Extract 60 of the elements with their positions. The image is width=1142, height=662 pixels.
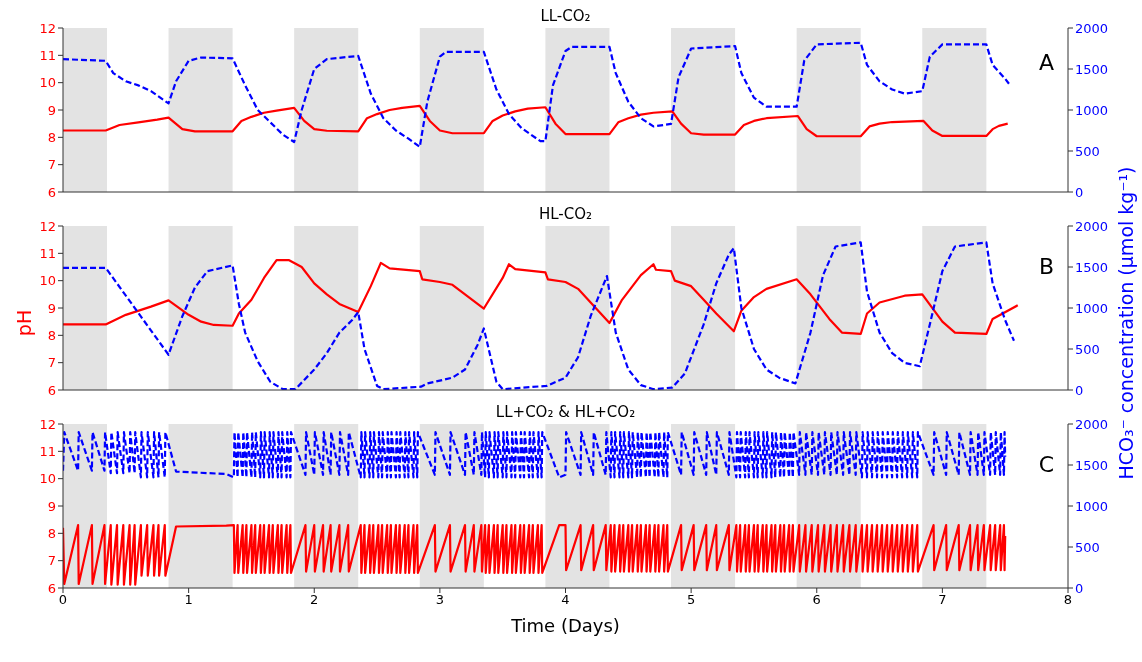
x-tick-label: 7 [938, 592, 947, 608]
y-tick-label: 8 [47, 525, 56, 541]
y-tick-label: 12 [39, 218, 56, 234]
y-tick-label: 6 [47, 580, 56, 596]
y-tick-label: 10 [39, 75, 56, 91]
x-tick-label: 0 [58, 592, 68, 608]
y2-tick-label: 0 [1075, 382, 1084, 398]
y2-tick-label: 0 [1075, 184, 1084, 200]
y2-tick-label: 500 [1075, 341, 1100, 357]
y-tick-label: 12 [39, 20, 56, 36]
y2-tick-label: 1000 [1075, 498, 1109, 514]
y-tick-label: 10 [39, 273, 56, 289]
y2-tick-label: 1000 [1075, 300, 1109, 316]
y-axis-title: pH [13, 309, 35, 337]
chart-title: HL-CO₂ [537, 205, 594, 223]
x-axis-title: Time (Days) [510, 614, 621, 638]
y-tick-label: 11 [39, 443, 56, 459]
line-series [63, 241, 1016, 390]
line-series [63, 104, 1009, 138]
y-tick-label: 10 [39, 471, 56, 487]
annotation: B [1038, 254, 1054, 279]
annotation: A [1038, 50, 1054, 75]
y-tick-label: 8 [47, 327, 56, 343]
y2-tick-label: 500 [1075, 143, 1100, 159]
x-tick-label: 8 [1063, 592, 1073, 608]
line-series [63, 431, 1007, 479]
y2-tick-label: 1500 [1075, 457, 1109, 473]
y2-tick-label: 500 [1075, 539, 1100, 555]
y2-tick-label: 2000 [1075, 416, 1109, 432]
line-series [63, 259, 1019, 336]
y-tick-label: 11 [39, 245, 56, 261]
line-series [63, 41, 1011, 148]
y-tick-label: 9 [47, 102, 56, 118]
x-tick-label: 4 [561, 592, 570, 608]
y-tick-label: 6 [47, 184, 56, 200]
x-tick-label: 1 [184, 592, 193, 608]
chart-title: LL+CO₂ & HL+CO₂ [494, 403, 637, 421]
y-tick-label: 7 [47, 157, 56, 173]
annotation: C [1038, 452, 1054, 477]
x-tick-label: 2 [310, 592, 319, 608]
y2-tick-label: 2000 [1075, 218, 1109, 234]
y-tick-label: 8 [47, 129, 56, 145]
y-tick-label: 7 [47, 553, 56, 569]
x-tick-label: 5 [686, 592, 696, 608]
y-tick-label: 7 [47, 355, 56, 371]
y2-axis-title: HCO₃⁻ concentration (μmol kg⁻¹) [1115, 166, 1137, 480]
x-tick-label: 6 [812, 592, 821, 608]
y-tick-label: 9 [47, 300, 56, 316]
line-series [63, 524, 1007, 586]
y2-tick-label: 2000 [1075, 20, 1109, 36]
y2-tick-label: 1500 [1075, 259, 1109, 275]
y-tick-label: 12 [39, 416, 56, 432]
y2-tick-label: 0 [1075, 580, 1084, 596]
y2-tick-label: 1500 [1075, 61, 1109, 77]
y-tick-label: 6 [47, 382, 56, 398]
y2-tick-label: 1000 [1075, 102, 1109, 118]
chart-title: LL-CO₂ [539, 7, 592, 25]
y-tick-label: 9 [47, 498, 56, 514]
y-tick-label: 11 [39, 47, 56, 63]
x-tick-label: 3 [435, 592, 445, 608]
